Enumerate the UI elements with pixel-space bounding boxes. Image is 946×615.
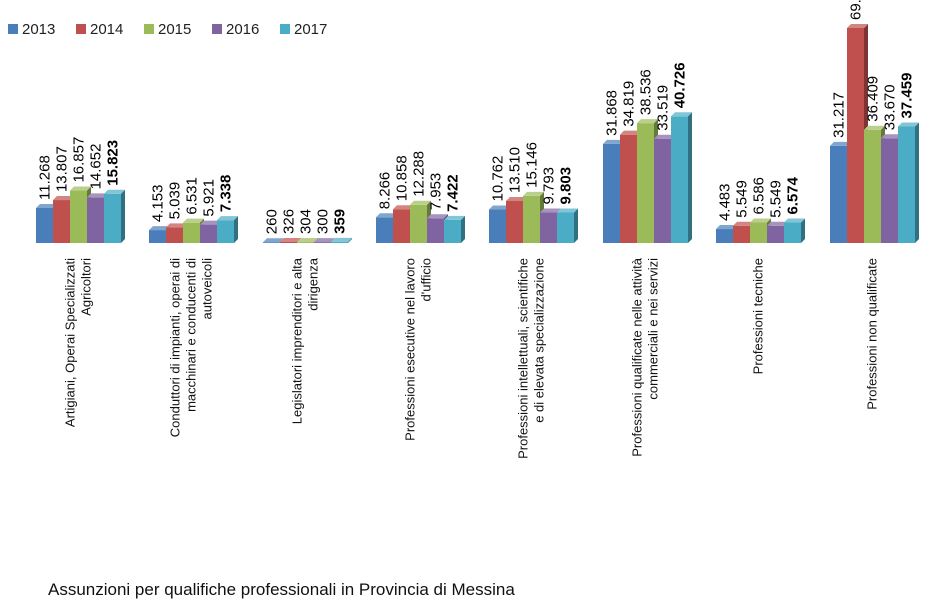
data-label-2016-cat-2: 5.921 bbox=[201, 179, 218, 217]
data-label-2014-cat-7: 5.549 bbox=[734, 180, 751, 218]
data-label-2014-cat-6: 34.819 bbox=[621, 81, 638, 127]
data-label-2014-cat-3: 326 bbox=[281, 209, 298, 234]
data-label-2015-cat-3: 304 bbox=[298, 209, 315, 234]
bar-2017-cat-1 bbox=[104, 189, 125, 243]
legend-label-2013: 2013 bbox=[22, 21, 55, 38]
category-label-6-line-2: commerciali e nei servizi bbox=[646, 258, 661, 400]
category-label-2-line-2: macchinari e conducenti di bbox=[184, 258, 199, 412]
data-label-2014-cat-2: 5.039 bbox=[167, 182, 184, 220]
category-labels: Artigiani, Operai Specializzati Agricolto… bbox=[63, 257, 880, 459]
data-label-2015-cat-1: 16.857 bbox=[71, 137, 88, 183]
data-label-2016-cat-6: 33.519 bbox=[655, 85, 672, 131]
bar-2017-cat-7 bbox=[784, 218, 805, 243]
legend-label-2016: 2016 bbox=[226, 21, 259, 38]
bar-2017-cat-8 bbox=[898, 122, 919, 243]
category-label-6-line-1: Professioni qualificate nelle attività bbox=[630, 257, 645, 456]
category-label-2-line-1: Conduttori di impianti, operai di bbox=[168, 258, 183, 437]
data-label-2014-cat-8: 69.114 bbox=[848, 0, 865, 20]
category-label-8-line-1: Professioni non qualificate bbox=[865, 258, 880, 410]
data-label-2013-cat-8: 31.217 bbox=[831, 92, 848, 138]
legend-label-2014: 2014 bbox=[90, 21, 123, 38]
data-label-2017-cat-6: 40.726 bbox=[672, 62, 689, 108]
legend-swatch-2017 bbox=[280, 24, 290, 34]
data-label-2015-cat-5: 15.146 bbox=[524, 142, 541, 188]
data-label-2013-cat-2: 4.153 bbox=[150, 185, 167, 223]
data-label-2015-cat-7: 6.586 bbox=[751, 177, 768, 215]
legend-swatch-2016 bbox=[212, 24, 222, 34]
bar-2017-cat-4 bbox=[444, 215, 465, 243]
category-label-3-line-1: Legislatori imprenditori e alta bbox=[290, 257, 305, 424]
data-label-2016-cat-7: 5.549 bbox=[768, 180, 785, 218]
legend-swatch-2014 bbox=[76, 24, 86, 34]
data-label-2013-cat-1: 11.268 bbox=[37, 155, 54, 200]
bar-2017-cat-5 bbox=[557, 208, 578, 243]
data-label-2014-cat-5: 13.510 bbox=[507, 147, 524, 193]
data-label-2013-cat-4: 8.266 bbox=[377, 172, 394, 210]
legend: 2013 2014 2015 2016 2017 bbox=[8, 21, 327, 38]
data-label-2017-cat-1: 15.823 bbox=[105, 140, 122, 186]
category-label-2-line-3: autoveicoli bbox=[200, 258, 215, 320]
data-label-2014-cat-4: 10.858 bbox=[394, 155, 411, 201]
category-label-7-line-1: Professioni tecniche bbox=[751, 258, 766, 374]
data-label-2014-cat-1: 13.807 bbox=[54, 146, 71, 192]
data-label-2013-cat-6: 31.868 bbox=[604, 90, 621, 136]
data-label-2016-cat-5: 9.793 bbox=[541, 167, 558, 205]
category-label-4-line-2: d'ufficio bbox=[419, 258, 434, 301]
data-label-2016-cat-1: 14.652 bbox=[88, 144, 105, 190]
data-label-2017-cat-5: 9.803 bbox=[558, 167, 575, 205]
data-label-2015-cat-6: 38.536 bbox=[638, 69, 655, 115]
data-label-2017-cat-8: 37.459 bbox=[899, 73, 916, 119]
chart-title: Assunzioni per qualifiche professionali … bbox=[48, 580, 515, 599]
bar-2017-cat-3 bbox=[331, 237, 352, 243]
data-labels: 11.268 13.807 16.857 14.652 15.823 4.153 5.039… bbox=[37, 0, 916, 234]
category-label-5-line-2: e di elevata specializzazione bbox=[532, 258, 547, 423]
bar-2017-cat-2 bbox=[217, 216, 238, 243]
data-label-2013-cat-7: 4.483 bbox=[717, 184, 734, 222]
data-label-2015-cat-8: 36.409 bbox=[865, 76, 882, 122]
data-label-2017-cat-7: 6.574 bbox=[785, 176, 802, 214]
legend-swatch-2013 bbox=[8, 24, 18, 34]
category-label-3-line-2: dirigenza bbox=[306, 257, 321, 311]
data-label-2017-cat-4: 7.422 bbox=[445, 174, 462, 212]
data-label-2017-cat-3: 359 bbox=[332, 209, 349, 234]
data-label-2015-cat-2: 6.531 bbox=[184, 177, 201, 215]
legend-swatch-2015 bbox=[144, 24, 154, 34]
bar-2017-cat-6 bbox=[671, 112, 692, 243]
data-label-2016-cat-8: 33.670 bbox=[882, 84, 899, 130]
data-label-2016-cat-4: 7.953 bbox=[428, 173, 445, 211]
category-label-4-line-1: Professioni esecutive nel lavoro bbox=[403, 258, 418, 441]
legend-label-2017: 2017 bbox=[294, 21, 327, 38]
data-label-2017-cat-2: 7.338 bbox=[218, 175, 235, 213]
legend-label-2015: 2015 bbox=[158, 21, 191, 38]
data-label-2016-cat-3: 300 bbox=[315, 209, 332, 234]
category-label-1-line-1: Artigiani, Operai Specializzati bbox=[63, 258, 78, 427]
data-label-2013-cat-5: 10.762 bbox=[490, 156, 507, 202]
category-label-5-line-1: Professioni intellettuali, scientifiche bbox=[516, 258, 531, 459]
data-label-2013-cat-3: 260 bbox=[264, 209, 281, 234]
bars bbox=[36, 24, 919, 243]
data-label-2015-cat-4: 12.288 bbox=[411, 151, 428, 197]
category-label-1-line-2: Agricoltori bbox=[79, 258, 94, 316]
